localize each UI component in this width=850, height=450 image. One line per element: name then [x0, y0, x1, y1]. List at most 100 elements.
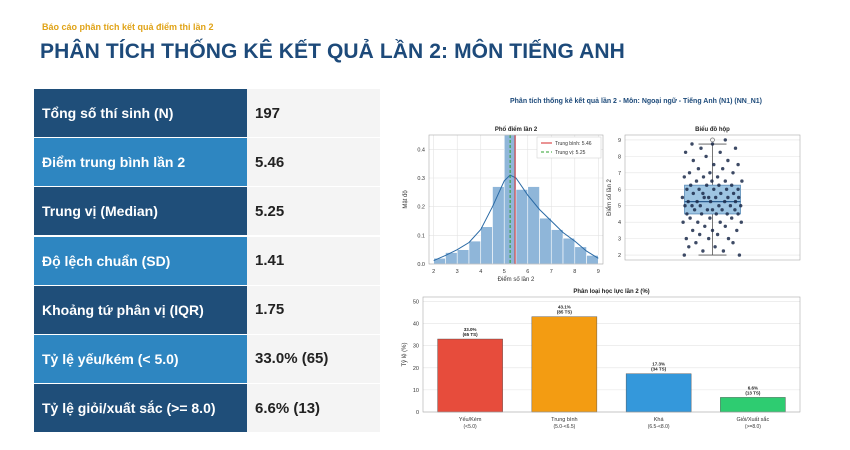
- stat-row-total: Tổng số thí sinh (N) 197: [34, 89, 380, 137]
- box-strip-point: [694, 241, 698, 245]
- box-strip-point: [735, 228, 739, 233]
- bar-count-label: (65 TS): [463, 332, 479, 337]
- hist-bar: [527, 186, 540, 265]
- box-strip-point: [725, 212, 729, 216]
- box-strip-point: [715, 175, 720, 179]
- hist-ytick-label: 0.1: [417, 233, 425, 239]
- box-strip-point: [697, 187, 701, 191]
- box-strip-point: [715, 232, 720, 237]
- box-strip-point: [718, 220, 722, 224]
- box-strip-point: [681, 220, 685, 224]
- bar-title: Phân loại học lực lần 2 (%): [573, 289, 649, 295]
- box-strip-point: [687, 245, 691, 249]
- box-strip-point: [705, 183, 709, 187]
- bar-category-label: Giỏi/Xuất sắc: [737, 416, 770, 423]
- hist-bar: [562, 237, 576, 265]
- box-strip-point: [698, 204, 702, 208]
- stat-label-total: Tổng số thí sinh (N): [34, 89, 247, 137]
- box-strip-point: [702, 195, 706, 200]
- hist-xtick-label: 3: [456, 269, 459, 275]
- bar-category-range: (>=8.0): [745, 424, 761, 430]
- stat-row-median: Trung vị (Median) 5.25: [34, 187, 380, 236]
- figure-svg: Phân tích thống kê kết quả lần 2 - Môn: …: [401, 96, 801, 430]
- box-strip-point: [733, 208, 737, 212]
- box-strip-point: [724, 187, 729, 191]
- box-strip-point: [726, 195, 730, 200]
- box-strip-point: [710, 208, 715, 212]
- bar-category-label: Khá: [654, 417, 665, 423]
- box-strip-point: [685, 187, 689, 191]
- box-strip-point: [717, 204, 721, 208]
- hist-bar: [550, 229, 564, 265]
- bar-ytick-label: 0: [416, 410, 419, 416]
- box-strip-point: [736, 212, 740, 216]
- hist-title: Phổ điểm lần 2: [495, 126, 538, 133]
- box-strip-point: [718, 150, 722, 154]
- box-strip-point: [680, 195, 685, 200]
- box-strip-point: [730, 183, 734, 187]
- figure-title: Phân tích thống kê kết quả lần 2 - Môn: …: [510, 96, 762, 105]
- box-strip-point: [683, 204, 687, 208]
- hist-xtick-label: 5: [503, 269, 506, 275]
- bar-ytick-label: 50: [413, 299, 419, 305]
- box-strip-point: [712, 187, 716, 191]
- bar-4: [720, 397, 786, 413]
- stat-label-sd: Độ lệch chuẩn (SD): [34, 236, 247, 285]
- bar-value-label: 43.1%: [558, 305, 571, 310]
- box-strip-point: [733, 146, 738, 150]
- box-strip-point: [736, 162, 740, 167]
- box-strip-point: [698, 232, 702, 237]
- stat-label-iqr: Khoảng tứ phân vị (IQR): [34, 285, 247, 334]
- box-strip-point: [736, 187, 740, 191]
- bar-ytick-label: 40: [413, 322, 419, 328]
- box-strip-point: [714, 195, 718, 200]
- bar-category-label: Trung bình: [551, 417, 577, 423]
- hist-bar: [433, 257, 446, 265]
- box-ytick-label: 3: [618, 237, 621, 243]
- hist-ytick-label: 0.3: [417, 176, 425, 182]
- box-strip-point: [710, 142, 715, 146]
- box-strip-point: [728, 204, 733, 208]
- box-strip-point: [730, 216, 734, 220]
- hist-legend-box: [536, 136, 602, 159]
- box-strip-point: [737, 195, 741, 200]
- box-strip-point: [717, 183, 721, 187]
- box-strip-point: [710, 228, 715, 233]
- box-strip-point: [708, 171, 712, 175]
- bar-frame: [422, 296, 801, 413]
- box-strip-point: [691, 191, 695, 196]
- box-strip-point: [726, 236, 731, 241]
- box-strip-point: [701, 191, 705, 196]
- bar-3: [625, 373, 692, 413]
- stat-value-weak: 33.0% (65): [247, 334, 380, 383]
- box-strip-point: [687, 171, 692, 175]
- box-ylabel: Điểm số lần 2: [606, 178, 613, 215]
- box-strip-point: [723, 199, 727, 204]
- box-ytick-label: 6: [618, 187, 621, 193]
- hist-bar: [503, 134, 517, 265]
- box-strip-point: [704, 154, 708, 159]
- bar-value-label: 6.6%: [748, 385, 758, 390]
- hist-bar: [492, 186, 505, 265]
- hist-ytick-label: 0.2: [417, 205, 425, 211]
- hist-xtick-label: 4: [479, 269, 482, 275]
- box-strip-point: [710, 179, 714, 183]
- stat-row-sd: Độ lệch chuẩn (SD) 1.41: [34, 236, 380, 285]
- box-strip-point: [683, 150, 688, 154]
- box-strip-point: [721, 167, 725, 171]
- stat-row-mean: Điểm trung bình lần 2 5.46: [34, 138, 380, 187]
- box-strip-point: [695, 199, 699, 204]
- hist-ytick-label: 0.4: [417, 147, 425, 153]
- box-strip-point: [696, 220, 700, 224]
- stat-value-excellent: 6.6% (13): [247, 384, 380, 433]
- bar-ylabel: Tỷ lệ (%): [401, 342, 408, 366]
- box-strip-point: [723, 224, 727, 228]
- box-strip-point: [699, 146, 703, 150]
- box-strip-point: [701, 249, 705, 253]
- stat-value-mean: 5.46: [247, 138, 380, 187]
- box-strip-point: [682, 253, 686, 257]
- box-strip-point: [686, 199, 690, 204]
- bar-ytick-label: 30: [413, 344, 419, 350]
- box-strip-point: [699, 212, 704, 216]
- stat-label-excellent: Tỷ lệ giỏi/xuất sắc (>= 8.0): [34, 384, 247, 433]
